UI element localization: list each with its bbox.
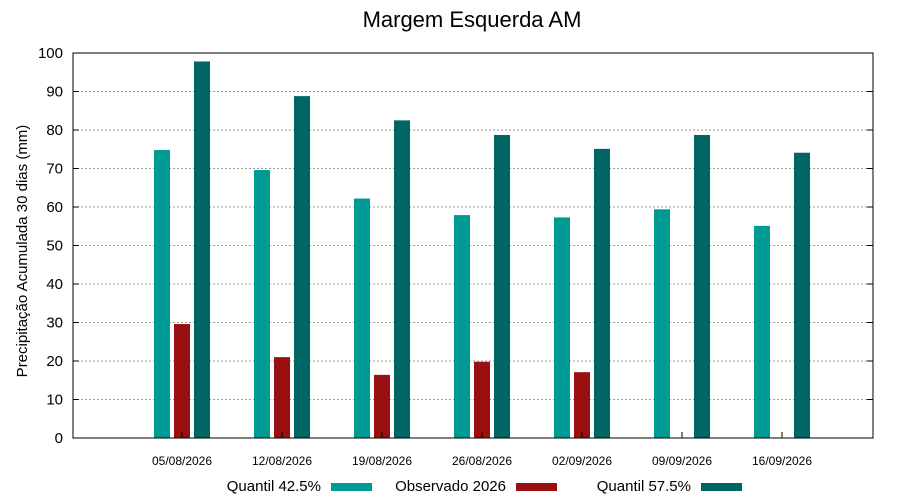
legend-swatch xyxy=(701,483,742,491)
legend-swatch xyxy=(516,483,557,491)
x-tick-label: 09/09/2026 xyxy=(652,454,712,468)
x-ticks: 05/08/2026 12/08/2026 19/08/2026 26/08/2026… xyxy=(152,432,812,468)
y-ticks: 0 10 20 30 40 50 60 70 80 90 100 xyxy=(38,45,873,447)
bar xyxy=(274,357,290,438)
x-tick-label: 02/09/2026 xyxy=(552,454,612,468)
y-tick-label: 0 xyxy=(55,430,63,447)
grid xyxy=(73,91,873,400)
bar xyxy=(354,198,370,438)
bar xyxy=(294,96,310,439)
plot-frame xyxy=(72,52,874,439)
y-tick-label: 10 xyxy=(46,392,63,409)
bar xyxy=(374,374,390,438)
bar xyxy=(154,150,170,438)
bar xyxy=(254,170,270,439)
y-tick-label: 50 xyxy=(46,238,63,255)
x-tick-label: 05/08/2026 xyxy=(152,454,212,468)
bar xyxy=(394,120,410,438)
legend-label: Quantil 42.5% xyxy=(227,478,321,495)
bar xyxy=(794,152,810,438)
bar xyxy=(494,135,510,438)
y-axis-label: Precipitação Acumulada 30 dias (mm) xyxy=(14,125,31,378)
bar xyxy=(654,209,670,438)
bar xyxy=(554,217,570,438)
y-tick-label: 70 xyxy=(46,161,63,178)
bar xyxy=(174,324,190,438)
legend-label: Quantil 57.5% xyxy=(597,478,691,495)
bar xyxy=(194,61,210,438)
y-tick-label: 30 xyxy=(46,315,63,332)
bar xyxy=(594,148,610,439)
bar xyxy=(474,361,490,438)
x-tick-label: 16/09/2026 xyxy=(752,454,812,468)
bars xyxy=(154,61,810,439)
x-tick-label: 19/08/2026 xyxy=(352,454,412,468)
y-tick-label: 100 xyxy=(38,45,63,62)
bar xyxy=(694,135,710,438)
bar xyxy=(574,372,590,438)
legend-swatch xyxy=(331,483,372,491)
legend-label: Observado 2026 xyxy=(395,478,506,495)
y-tick-label: 20 xyxy=(46,353,63,370)
legend: Quantil 42.5% Observado 2026 Quantil 57.5% xyxy=(227,478,742,495)
y-tick-label: 80 xyxy=(46,122,63,139)
x-tick-label: 12/08/2026 xyxy=(252,454,312,468)
y-tick-label: 40 xyxy=(46,276,63,293)
y-tick-label: 60 xyxy=(46,199,63,216)
bar xyxy=(754,225,770,438)
x-tick-label: 26/08/2026 xyxy=(452,454,512,468)
bar xyxy=(454,215,470,438)
y-tick-label: 90 xyxy=(46,84,63,101)
chart-title: Margem Esquerda AM xyxy=(363,7,582,32)
